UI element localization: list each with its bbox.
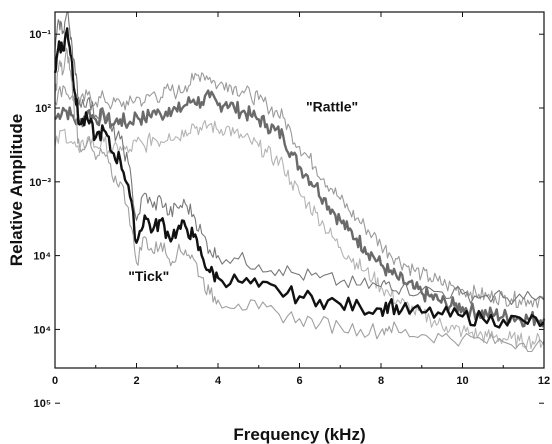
x-tick-label: 4 (215, 375, 222, 387)
series-bound-line-5 (54, 47, 545, 353)
y-tick-label: 10⁴ (33, 324, 51, 336)
x-tick-label: 12 (538, 375, 550, 387)
annotation-layer: "Rattle" "Tick" (128, 98, 358, 284)
series-bound-line-2 (54, 119, 545, 350)
x-axis-title: Frequency (kHz) (233, 425, 365, 444)
series-bound-line-4 (54, 11, 545, 306)
annotation-label-1: "Tick" (128, 268, 169, 284)
y-tick-label: 10⁻³ (29, 177, 51, 189)
series-mean-line-3 (53, 27, 545, 329)
x-tick-label: 8 (378, 375, 384, 387)
series-mean-line-0 (54, 89, 546, 328)
series-layer (53, 11, 546, 353)
y-tick-label: 10⁵ (34, 398, 51, 410)
x-tick-label: 2 (133, 375, 139, 387)
x-tick-label: 6 (296, 375, 302, 387)
y-tick-label: 10⁻¹ (29, 29, 51, 41)
annotation-label-0: "Rattle" (306, 98, 358, 114)
x-tick-label: 10 (456, 375, 468, 387)
ticks-layer: 0 2 4 6 8 10 12 10⁵ 10⁴ 10⁴ 10⁻³ 10² 10⁻¹ (29, 12, 550, 410)
y-tick-label: 10² (35, 103, 51, 115)
plot-frame (54, 11, 545, 369)
y-tick-label: 10⁴ (33, 251, 51, 263)
x-tick-label: 0 (52, 375, 58, 387)
series-bound-line-1 (54, 72, 545, 309)
y-axis-title: Relative Amplitude (7, 114, 26, 266)
